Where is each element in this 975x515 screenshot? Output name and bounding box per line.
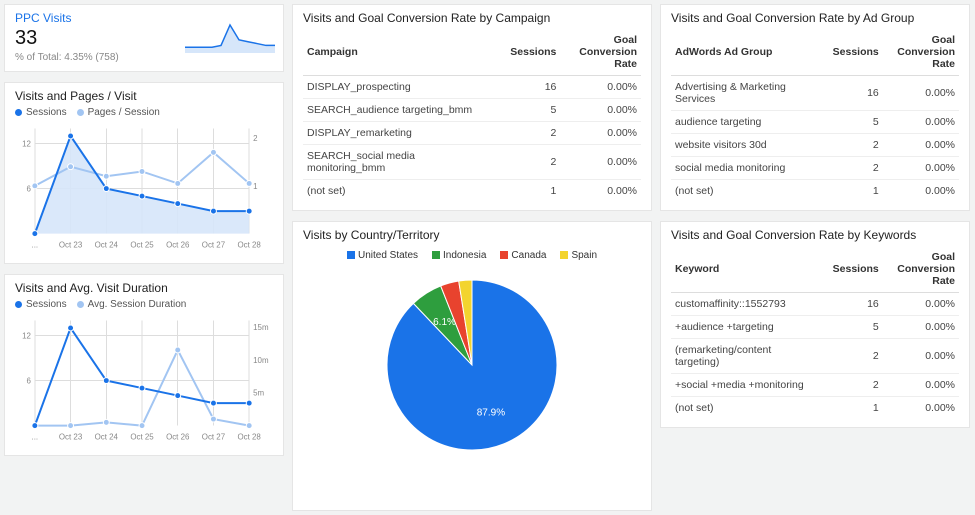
keywords-title: Visits and Goal Conversion Rate by Keywo… <box>671 228 959 242</box>
table-row[interactable]: (not set)10.00% <box>303 180 641 203</box>
right-column: Visits and Goal Conversion Rate by Ad Gr… <box>660 4 970 511</box>
svg-text:Oct 23: Oct 23 <box>59 241 83 250</box>
visits-pages-card: Visits and Pages / Visit Sessions Pages … <box>4 82 284 264</box>
svg-text:87.9%: 87.9% <box>477 407 505 418</box>
campaign-title: Visits and Goal Conversion Rate by Campa… <box>303 11 641 25</box>
ppc-sparkline <box>185 23 275 53</box>
svg-text:Oct 25: Oct 25 <box>130 241 154 250</box>
table-row[interactable]: +audience +targeting50.00% <box>671 316 959 339</box>
pages-session-legend-label: Pages / Session <box>88 107 160 118</box>
visits-duration-title: Visits and Avg. Visit Duration <box>15 281 273 295</box>
svg-text:10m: 10m <box>253 356 269 365</box>
svg-text:2: 2 <box>253 134 257 143</box>
country-card: Visits by Country/Territory United State… <box>292 221 652 511</box>
svg-text:Oct 27: Oct 27 <box>202 433 225 442</box>
campaign-table: CampaignSessionsGoalConversionRateDISPLA… <box>303 29 641 202</box>
visits-pages-legend: Sessions Pages / Session <box>15 107 273 118</box>
adgroup-table: AdWords Ad GroupSessionsGoalConversionRa… <box>671 29 959 202</box>
visits-pages-title: Visits and Pages / Visit <box>15 89 273 103</box>
table-row[interactable]: website visitors 30d20.00% <box>671 134 959 157</box>
table-row[interactable]: audience targeting50.00% <box>671 111 959 134</box>
svg-text:6: 6 <box>26 185 31 194</box>
svg-text:Oct 28: Oct 28 <box>238 433 262 442</box>
svg-text:12: 12 <box>22 139 31 148</box>
table-row[interactable]: customaffinity::1552793160.00% <box>671 293 959 316</box>
svg-text:Oct 24: Oct 24 <box>95 241 119 250</box>
sessions-dot-icon <box>15 109 22 116</box>
svg-text:12: 12 <box>22 331 31 340</box>
svg-text:5m: 5m <box>253 389 264 398</box>
svg-text:Oct 25: Oct 25 <box>130 433 154 442</box>
table-row[interactable]: Advertising & Marketing Services160.00% <box>671 76 959 111</box>
country-pie-chart: 87.9% 6.1% <box>372 267 572 457</box>
svg-text:...: ... <box>32 433 39 442</box>
visits-duration-chart: 6 12 5m 10m 15m... Oct 23 Oct 24 Oct 25 Oct 26 Oc… <box>15 314 273 444</box>
ppc-subtitle: % of Total: 4.35% (758) <box>15 52 273 63</box>
table-row[interactable]: SEARCH_audience targeting_bmm50.00% <box>303 99 641 122</box>
adgroup-title: Visits and Goal Conversion Rate by Ad Gr… <box>671 11 959 25</box>
sessions-dot-icon <box>15 301 22 308</box>
duration-dot-icon <box>77 301 84 308</box>
svg-text:...: ... <box>32 241 39 250</box>
keywords-table: KeywordSessionsGoalConversionRatecustoma… <box>671 246 959 419</box>
table-row[interactable]: DISPLAY_prospecting160.00% <box>303 76 641 99</box>
duration-legend-label: Avg. Session Duration <box>88 299 187 310</box>
svg-text:6: 6 <box>26 377 31 386</box>
table-row[interactable]: social media monitoring20.00% <box>671 157 959 180</box>
middle-column: Visits and Goal Conversion Rate by Campa… <box>292 4 652 511</box>
pie-legend: United StatesIndonesiaCanadaSpain <box>347 250 597 261</box>
country-title: Visits by Country/Territory <box>303 228 641 242</box>
keywords-card: Visits and Goal Conversion Rate by Keywo… <box>660 221 970 428</box>
table-row[interactable]: (not set)10.00% <box>671 397 959 420</box>
svg-text:15m: 15m <box>253 323 269 332</box>
table-row[interactable]: +social +media +monitoring20.00% <box>671 374 959 397</box>
table-row[interactable]: (remarketing/content targeting)20.00% <box>671 339 959 374</box>
campaign-card: Visits and Goal Conversion Rate by Campa… <box>292 4 652 211</box>
svg-text:Oct 24: Oct 24 <box>95 433 119 442</box>
svg-text:6.1%: 6.1% <box>433 317 456 328</box>
svg-text:Oct 26: Oct 26 <box>166 241 190 250</box>
svg-text:Oct 27: Oct 27 <box>202 241 225 250</box>
svg-text:1: 1 <box>253 182 258 191</box>
visits-duration-card: Visits and Avg. Visit Duration Sessions … <box>4 274 284 456</box>
sessions-legend-label: Sessions <box>26 107 67 118</box>
table-row[interactable]: DISPLAY_remarketing20.00% <box>303 122 641 145</box>
table-row[interactable]: SEARCH_social media monitoring_bmm20.00% <box>303 145 641 180</box>
svg-text:Oct 23: Oct 23 <box>59 433 83 442</box>
svg-text:Oct 28: Oct 28 <box>238 241 262 250</box>
sessions-legend-label: Sessions <box>26 299 67 310</box>
table-row[interactable]: (not set)10.00% <box>671 180 959 203</box>
svg-text:Oct 26: Oct 26 <box>166 433 190 442</box>
visits-pages-chart: 61212...Oct 23Oct 24Oct 25Oct 26Oct 27Oc… <box>15 122 273 252</box>
left-column: PPC Visits 33 % of Total: 4.35% (758) Vi… <box>4 4 284 511</box>
ppc-card: PPC Visits 33 % of Total: 4.35% (758) <box>4 4 284 72</box>
visits-duration-legend: Sessions Avg. Session Duration <box>15 299 273 310</box>
adgroup-card: Visits and Goal Conversion Rate by Ad Gr… <box>660 4 970 211</box>
pages-session-dot-icon <box>77 109 84 116</box>
